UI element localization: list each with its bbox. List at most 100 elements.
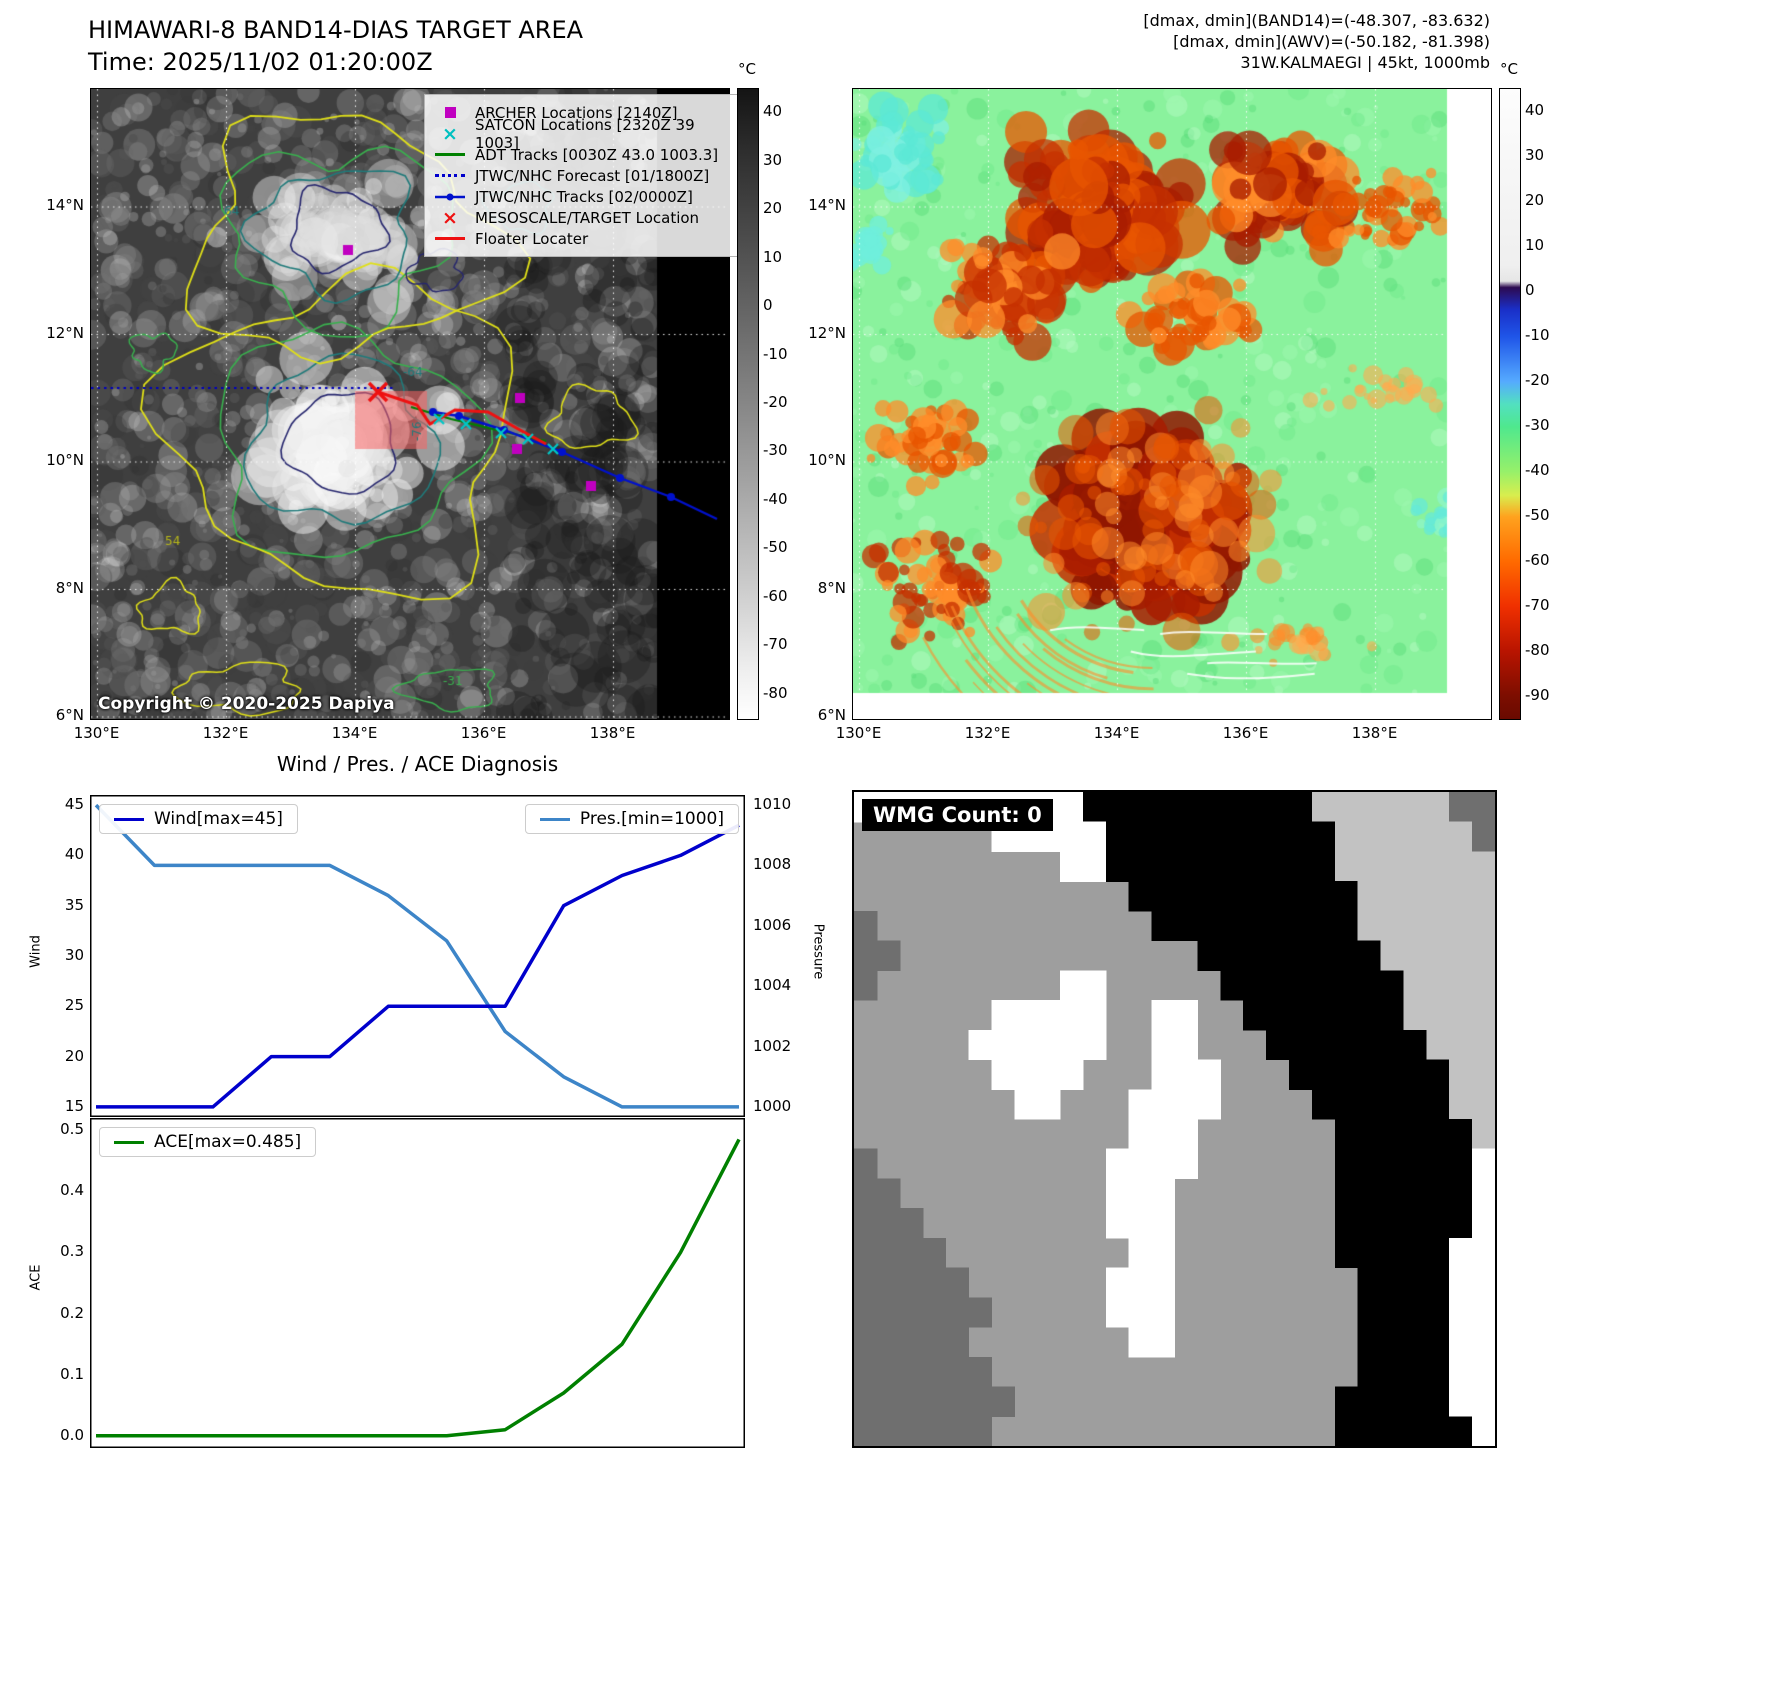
tick-label: 132°E [964, 724, 1011, 742]
tick-label: 0 [1525, 280, 1535, 299]
legend-item: × MESOSCALE/TARGET Location [434, 206, 731, 229]
tick-label: 12°N [46, 323, 84, 342]
tick-label: 40 [763, 102, 783, 121]
ace-chart [90, 1118, 745, 1448]
tick-label: 6°N [55, 706, 84, 724]
tick-label: 20 [763, 199, 783, 218]
tick-label: 40 [1525, 100, 1545, 119]
legend-item: Floater Locater [434, 228, 731, 249]
wind-pressure-chart [90, 795, 745, 1117]
tick-label: 1000 [753, 1096, 792, 1115]
legend-label: JTWC/NHC Forecast [01/1800Z] [475, 166, 710, 185]
tick-label: 132°E [202, 724, 249, 742]
x-marker-icon: × [442, 122, 458, 145]
tick-label: 1010 [753, 795, 792, 814]
tick-label: 1004 [753, 976, 792, 995]
wind-axis-label: Wind [28, 935, 44, 968]
tick-label: 12°N [808, 323, 846, 342]
tick-label: 6°N [817, 706, 846, 724]
x-marker-icon: × [442, 206, 458, 229]
tick-label: 14°N [808, 196, 846, 214]
tick-label: 0.3 [60, 1242, 84, 1261]
wmg-bitmap [854, 792, 1496, 1447]
tick-label: -60 [1525, 550, 1550, 569]
tick-label: -50 [1525, 505, 1550, 524]
tick-label: 134°E [331, 724, 378, 742]
pressure-axis-label: Pressure [810, 923, 826, 980]
wind-legend: Wind[max=45] [99, 804, 298, 834]
band14-colorbar-unit: °C [738, 60, 756, 78]
awv-satellite-image [852, 88, 1492, 720]
legend-item: × SATCON Locations [2320Z 39 1003] [434, 116, 731, 152]
tick-label: -70 [763, 635, 788, 654]
tick-label: -50 [763, 538, 788, 557]
tick-label: 8°N [55, 578, 84, 597]
tick-label: 0.5 [60, 1120, 84, 1139]
tick-label: 1006 [753, 915, 792, 934]
tick-label: 0.0 [60, 1425, 84, 1444]
tick-label: -20 [1525, 370, 1550, 389]
tick-label: 0 [763, 296, 773, 315]
tick-label: 130°E [835, 724, 882, 742]
copyright-text: Copyright © 2020-2025 Dapiya [98, 694, 395, 714]
tick-label: 0.4 [60, 1181, 84, 1200]
pressure-series-line [94, 803, 739, 1109]
tick-label: 45 [64, 795, 84, 814]
awv-colorbar [1499, 88, 1521, 720]
tick-label: 30 [1525, 145, 1545, 164]
band14-legend: ARCHER Locations [2140Z] × SATCON Location… [424, 94, 741, 257]
tick-label: -90 [1525, 685, 1550, 704]
tick-label: 10°N [808, 451, 846, 469]
tick-label: 35 [64, 895, 84, 914]
wind-legend-line-sample [114, 817, 144, 821]
line-marker-marker-icon [434, 191, 466, 203]
tick-label: 134°E [1093, 724, 1140, 742]
ace-axis-label: ACE [28, 1264, 44, 1291]
awv-title-line3: 31W.KALMAEGI | 45kt, 1000mb [1240, 53, 1490, 72]
tick-label: -30 [763, 441, 788, 460]
tick-label: -20 [763, 393, 788, 411]
pressure-legend-label: Pres.[min=1000] [579, 809, 724, 829]
diagnosis-title: Wind / Pres. / ACE Diagnosis [276, 752, 559, 776]
legend-label: SATCON Locations [2320Z 39 1003] [475, 115, 695, 152]
awv-title-line1: [dmax, dmin](BAND14)=(-48.307, -83.632) [1143, 11, 1490, 30]
square-marker-icon [434, 107, 466, 118]
tick-label: 1008 [753, 855, 792, 874]
tick-label: -40 [1525, 460, 1550, 479]
tick-label: -80 [763, 683, 788, 702]
tick-label: -80 [1525, 640, 1550, 659]
tick-label: -40 [763, 489, 788, 508]
tick-label: 10 [763, 247, 783, 266]
ace-legend: ACE[max=0.485] [99, 1127, 317, 1157]
tick-label: 25 [64, 996, 84, 1015]
tick-label: 0.2 [60, 1303, 84, 1322]
legend-item: ADT Tracks [0030Z 43.0 1003.3] [434, 144, 731, 165]
tick-label: 138°E [589, 724, 636, 742]
legend-label: Floater Locater [475, 229, 589, 248]
tick-label: 0.1 [60, 1364, 84, 1383]
awv-title: [dmax, dmin](BAND14)=(-48.307, -83.632) … [960, 10, 1490, 73]
tick-label: -10 [763, 344, 788, 363]
pressure-legend: Pres.[min=1000] [524, 804, 739, 834]
tick-label: 20 [64, 1046, 84, 1065]
tick-label: 130°E [73, 724, 120, 742]
legend-item: JTWC/NHC Forecast [01/1800Z] [434, 165, 731, 186]
band14-subtitle: Time: 2025/11/02 01:20:00Z [88, 48, 433, 76]
ace-legend-label: ACE[max=0.485] [154, 1132, 302, 1152]
tick-label: -30 [1525, 415, 1550, 434]
tick-label: 40 [64, 845, 84, 864]
band14-colorbar [737, 88, 759, 720]
tick-label: 10 [1525, 235, 1545, 254]
awv-colorbar-unit: °C [1500, 60, 1518, 78]
legend-label: JTWC/NHC Tracks [02/0000Z] [475, 187, 693, 206]
tick-label: 30 [64, 946, 84, 964]
wmg-count-label: WMG Count: 0 [862, 799, 1053, 831]
wind-legend-label: Wind[max=45] [154, 809, 283, 829]
awv-title-line2: [dmax, dmin](AWV)=(-50.182, -81.398) [1173, 32, 1490, 51]
legend-item: ARCHER Locations [2140Z] [434, 102, 731, 123]
tick-label: 136°E [1222, 724, 1269, 742]
line-marker-icon [434, 153, 466, 156]
tick-label: 136°E [460, 724, 507, 742]
ace-legend-line-sample [114, 1140, 144, 1144]
